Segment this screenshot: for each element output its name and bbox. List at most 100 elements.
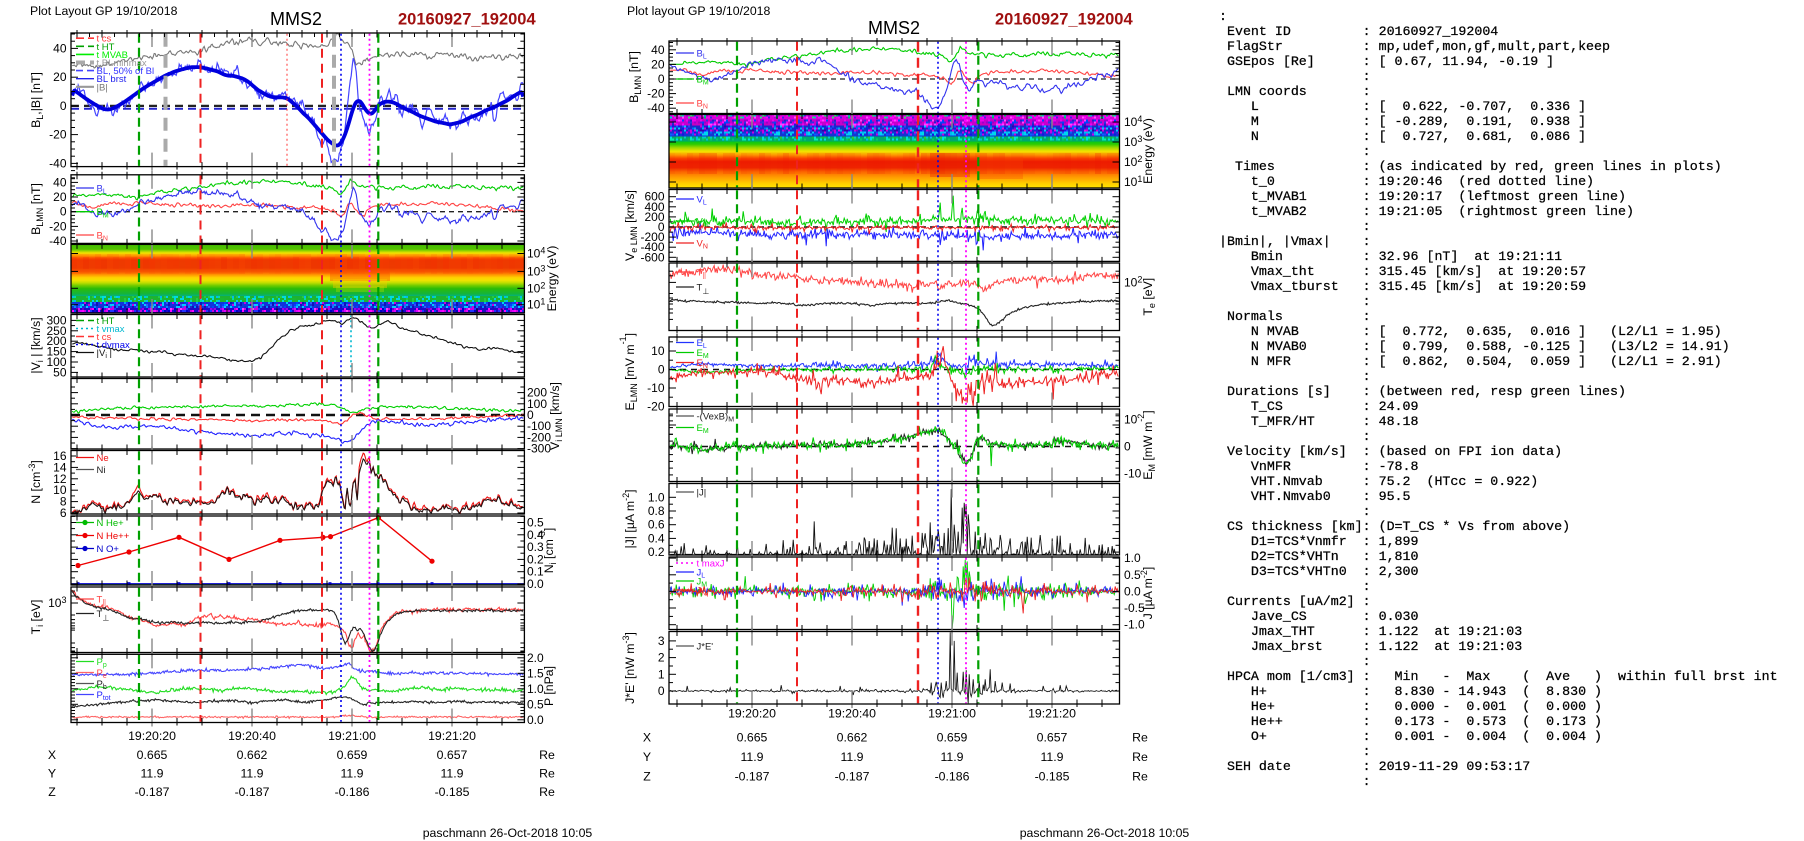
svg-text:-200: -200 (640, 230, 664, 244)
svg-text:Pe: Pe (97, 668, 107, 680)
svg-text:19:21:20: 19:21:20 (428, 729, 476, 743)
svg-text:2: 2 (658, 651, 665, 665)
svg-text:-20: -20 (647, 87, 665, 101)
svg-text:0.2: 0.2 (527, 552, 544, 566)
svg-text:|Vi | [km/s]: |Vi | [km/s] (29, 317, 45, 373)
svg-text:16: 16 (53, 449, 67, 463)
svg-text:BL, 50% of Bl: BL, 50% of Bl (97, 66, 155, 77)
svg-text:t dvmax: t dvmax (97, 340, 131, 351)
svg-text:0.657: 0.657 (1037, 731, 1068, 745)
svg-text:0.8: 0.8 (648, 504, 665, 518)
svg-text:150: 150 (46, 345, 66, 359)
svg-text:t cs: t cs (97, 34, 112, 45)
svg-text:20: 20 (651, 57, 665, 71)
svg-text:-0.187: -0.187 (235, 785, 270, 799)
svg-text:20: 20 (53, 70, 67, 84)
svg-text:Y: Y (643, 750, 651, 764)
svg-text:-200: -200 (527, 430, 551, 444)
svg-text:11.9: 11.9 (940, 750, 963, 764)
svg-text:250: 250 (46, 324, 66, 338)
svg-text:Re: Re (1132, 750, 1148, 764)
svg-text:VL: VL (697, 195, 707, 207)
svg-text:J*E' [nW m-3]: J*E' [nW m-3] (621, 632, 637, 704)
svg-text:0.2: 0.2 (648, 545, 665, 559)
svg-text:200: 200 (527, 386, 547, 400)
svg-text:|B|: |B| (97, 82, 108, 93)
svg-text:-600: -600 (640, 250, 664, 264)
svg-text:Z: Z (643, 770, 651, 784)
svg-text:EL: EL (697, 338, 707, 350)
svg-text:Z: Z (48, 785, 56, 799)
svg-text:0.659: 0.659 (337, 748, 368, 762)
svg-text:t HT: t HT (97, 42, 115, 53)
svg-text:50: 50 (53, 365, 67, 379)
svg-text:-40: -40 (647, 101, 665, 115)
svg-text:EN: EN (697, 358, 708, 370)
svg-text:19:20:40: 19:20:40 (228, 729, 276, 743)
svg-text:t cs: t cs (97, 332, 112, 343)
svg-text:-300: -300 (527, 442, 551, 456)
svg-text:19:20:40: 19:20:40 (828, 707, 876, 721)
svg-text:Energy (eV): Energy (eV) (545, 246, 559, 312)
svg-text:200: 200 (46, 334, 66, 348)
svg-text:-0.187: -0.187 (835, 770, 870, 784)
svg-text:VN: VN (697, 239, 708, 251)
svg-text:JN: JN (697, 586, 707, 598)
svg-text:-(VexB)M: -(VexB)M (697, 412, 735, 424)
svg-text:MMS2: MMS2 (270, 9, 322, 29)
svg-text:paschmann 26-Oct-2018 10:05: paschmann 26-Oct-2018 10:05 (423, 826, 593, 840)
svg-text:Re: Re (539, 748, 555, 762)
svg-text:MMS2: MMS2 (868, 18, 920, 38)
svg-text:2.0: 2.0 (527, 651, 544, 665)
svg-text:-100: -100 (527, 419, 551, 433)
svg-text:-20: -20 (647, 400, 665, 414)
svg-text:BL brst: BL brst (97, 74, 127, 85)
svg-text:EM [mW m-2]: EM [mW m-2] (1136, 410, 1157, 479)
svg-text:BN: BN (97, 231, 108, 243)
svg-text:Re: Re (1132, 731, 1148, 745)
svg-text:T||: T|| (97, 595, 107, 607)
svg-text:t HT: t HT (97, 316, 115, 327)
svg-text:0.657: 0.657 (437, 748, 468, 762)
svg-text:Ne: Ne (97, 453, 109, 464)
svg-text:-0.187: -0.187 (735, 770, 770, 784)
svg-text:11.9: 11.9 (740, 750, 763, 764)
svg-text:J [µA m-2]: J [µA m-2] (1139, 567, 1155, 620)
svg-text:400: 400 (644, 200, 664, 214)
svg-text:11.9: 11.9 (340, 767, 363, 781)
svg-text:-40: -40 (49, 234, 67, 248)
svg-text:-20: -20 (49, 128, 67, 142)
svg-text:11.9: 11.9 (840, 750, 863, 764)
svg-text:0.4: 0.4 (648, 531, 665, 545)
svg-text:0.0: 0.0 (527, 577, 544, 591)
svg-text:Re: Re (539, 785, 555, 799)
svg-text:0.6: 0.6 (648, 518, 665, 532)
svg-text:Ve LMN [km/s]: Ve LMN [km/s] (623, 190, 639, 261)
svg-text:19:20:20: 19:20:20 (728, 707, 776, 721)
svg-text:J*E': J*E' (697, 642, 714, 653)
svg-text:14: 14 (53, 460, 67, 474)
svg-text:0.665: 0.665 (137, 748, 168, 762)
svg-text:0.4: 0.4 (527, 528, 544, 542)
svg-text:BL: BL (697, 49, 707, 61)
svg-text:-10: -10 (1124, 467, 1142, 481)
svg-text:T||: T|| (697, 268, 707, 280)
svg-text:0: 0 (60, 205, 67, 219)
svg-text:Y: Y (48, 767, 56, 781)
svg-text:0: 0 (1124, 440, 1131, 454)
svg-text:X: X (48, 748, 56, 762)
svg-text:40: 40 (651, 43, 665, 57)
svg-text:-0.186: -0.186 (335, 785, 370, 799)
svg-text:X: X (643, 731, 651, 745)
svg-text:-400: -400 (640, 240, 664, 254)
svg-text:|J| [µA m-2]: |J| [µA m-2] (621, 489, 637, 548)
svg-text:BL,|B| [nT]: BL,|B| [nT] (29, 72, 45, 128)
svg-text:-20: -20 (49, 219, 67, 233)
svg-text:Energy (eV): Energy (eV) (1141, 118, 1155, 184)
svg-text:19:21:20: 19:21:20 (1028, 707, 1076, 721)
svg-text:8: 8 (60, 495, 67, 509)
svg-text:1.0: 1.0 (1124, 551, 1141, 565)
svg-text:11.9: 11.9 (140, 767, 163, 781)
svg-text:N He+: N He+ (97, 518, 125, 529)
svg-text:BL: BL (97, 184, 107, 196)
